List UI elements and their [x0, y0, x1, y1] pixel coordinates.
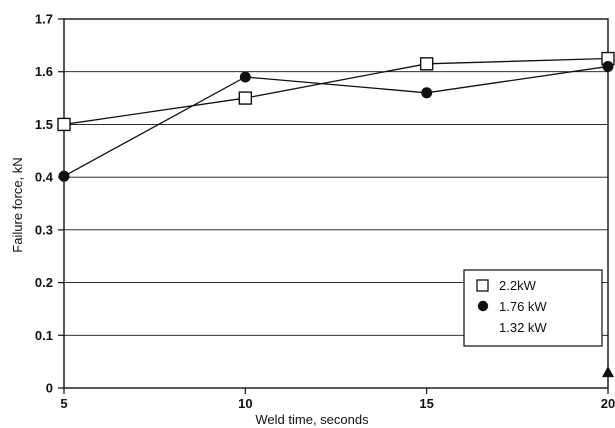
legend-label-1-32kw: 1.32 kW: [499, 320, 547, 335]
x-tick-label: 5: [60, 396, 67, 411]
x-tick-label: 20: [601, 396, 615, 411]
y-axis-ticks: 0 0.1 0.2 0.3 0.4 1.5 1.6 1.7: [35, 12, 64, 396]
data-point-circle: [58, 170, 70, 182]
data-point-circle: [602, 60, 614, 72]
legend-label-1-76kw: 1.76 kW: [499, 299, 547, 314]
data-point-square: [57, 117, 71, 132]
data-point-triangle: [602, 366, 614, 378]
data-point-square: [419, 57, 434, 71]
y-tick-label: 1.6: [35, 64, 53, 79]
x-tick-label: 15: [419, 396, 433, 411]
data-point-circle: [421, 87, 433, 99]
legend-label-2-2kw: 2.2kW: [499, 278, 537, 293]
series-line-1: [63, 65, 609, 177]
series-line-0: [63, 57, 609, 126]
y-tick-label: 0.4: [35, 170, 54, 185]
data-point-square: [238, 91, 253, 105]
y-tick-label: 0.3: [35, 222, 53, 237]
y-tick-label: 1.7: [35, 12, 53, 27]
legend: 2.2kW 1.76 kW 1.32 kW: [463, 269, 603, 347]
plot-frame: [63, 18, 609, 389]
legend-square-marker: [476, 279, 489, 292]
y-tick-label: 0: [46, 381, 53, 396]
y-axis-label: Failure force, kN: [10, 157, 25, 252]
x-axis-ticks: 5 10 15 20: [60, 388, 615, 411]
y-tick-label: 1.5: [35, 117, 53, 132]
legend-circle-marker: [477, 300, 489, 312]
x-tick-label: 10: [238, 396, 252, 411]
y-tick-label: 0.1: [35, 328, 53, 343]
series-markers: [57, 51, 615, 378]
series-lines: [63, 57, 609, 177]
y-tick-label: 0.2: [35, 275, 53, 290]
data-point-circle: [239, 71, 251, 83]
x-axis-label: Weld time, seconds: [255, 412, 369, 427]
